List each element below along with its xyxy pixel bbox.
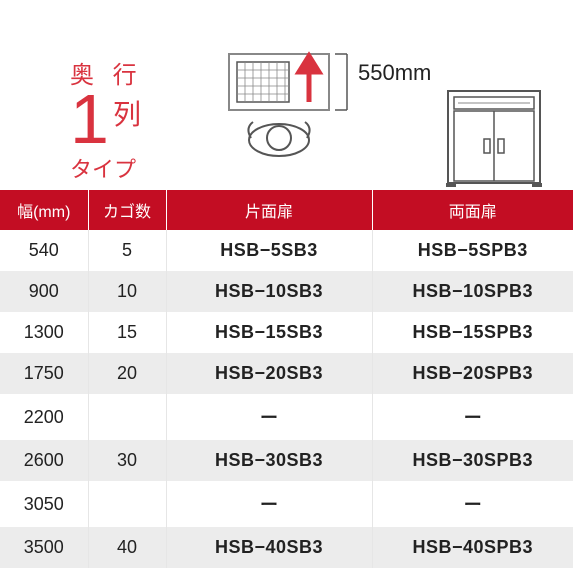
single-door-cell: HSB−20SB3: [166, 353, 372, 394]
count-cell: 20: [88, 353, 166, 394]
width-cell: 900: [0, 271, 88, 312]
width-cell: 3500: [0, 527, 88, 568]
col-single: 片面扉: [166, 190, 372, 230]
table-row: 5405HSB−5SB3HSB−5SPB3: [0, 230, 573, 271]
double-door-cell: HSB−40SPB3: [372, 527, 573, 568]
product-table: 幅(mm) カゴ数 片面扉 両面扉 5405HSB−5SB3HSB−5SPB39…: [0, 190, 573, 568]
table-header-row: 幅(mm) カゴ数 片面扉 両面扉: [0, 190, 573, 230]
table-row: 130015HSB−15SB3HSB−15SPB3: [0, 312, 573, 353]
single-door-cell: HSB−5SB3: [166, 230, 372, 271]
table-row: 175020HSB−20SB3HSB−20SPB3: [0, 353, 573, 394]
double-door-cell: ー: [372, 394, 573, 440]
double-door-cell: HSB−15SPB3: [372, 312, 573, 353]
type-label: タイプ: [70, 152, 143, 184]
col-count: カゴ数: [88, 190, 166, 230]
depth-dimension: 550mm: [358, 60, 431, 86]
topview-illustration: [225, 50, 355, 180]
table-row: 260030HSB−30SB3HSB−30SPB3: [0, 440, 573, 481]
header-area: 奥 行 1列 タイプ: [0, 0, 573, 190]
width-cell: 2600: [0, 440, 88, 481]
table-row: 3050 ーー: [0, 481, 573, 527]
width-cell: 1750: [0, 353, 88, 394]
col-width: 幅(mm): [0, 190, 88, 230]
width-cell: 2200: [0, 394, 88, 440]
single-door-cell: HSB−30SB3: [166, 440, 372, 481]
double-door-cell: HSB−30SPB3: [372, 440, 573, 481]
double-door-cell: HSB−10SPB3: [372, 271, 573, 312]
single-door-cell: HSB−10SB3: [166, 271, 372, 312]
double-door-cell: ー: [372, 481, 573, 527]
count-cell: [88, 481, 166, 527]
single-door-cell: HSB−15SB3: [166, 312, 372, 353]
count-cell: [88, 394, 166, 440]
cabinet-illustration: [442, 85, 547, 195]
table-row: 2200 ーー: [0, 394, 573, 440]
table-row: 350040HSB−40SB3HSB−40SPB3: [0, 527, 573, 568]
single-door-cell: HSB−40SB3: [166, 527, 372, 568]
double-door-cell: HSB−20SPB3: [372, 353, 573, 394]
row-count-number: 1: [70, 90, 109, 150]
width-cell: 1300: [0, 312, 88, 353]
count-cell: 40: [88, 527, 166, 568]
single-door-cell: ー: [166, 394, 372, 440]
count-cell: 10: [88, 271, 166, 312]
table-row: 90010HSB−10SB3HSB−10SPB3: [0, 271, 573, 312]
double-door-cell: HSB−5SPB3: [372, 230, 573, 271]
depth-type-label: 奥 行 1列 タイプ: [70, 55, 143, 184]
count-cell: 5: [88, 230, 166, 271]
single-door-cell: ー: [166, 481, 372, 527]
width-cell: 540: [0, 230, 88, 271]
count-cell: 30: [88, 440, 166, 481]
count-cell: 15: [88, 312, 166, 353]
retu-label: 列: [113, 93, 141, 133]
width-cell: 3050: [0, 481, 88, 527]
col-double: 両面扉: [372, 190, 573, 230]
